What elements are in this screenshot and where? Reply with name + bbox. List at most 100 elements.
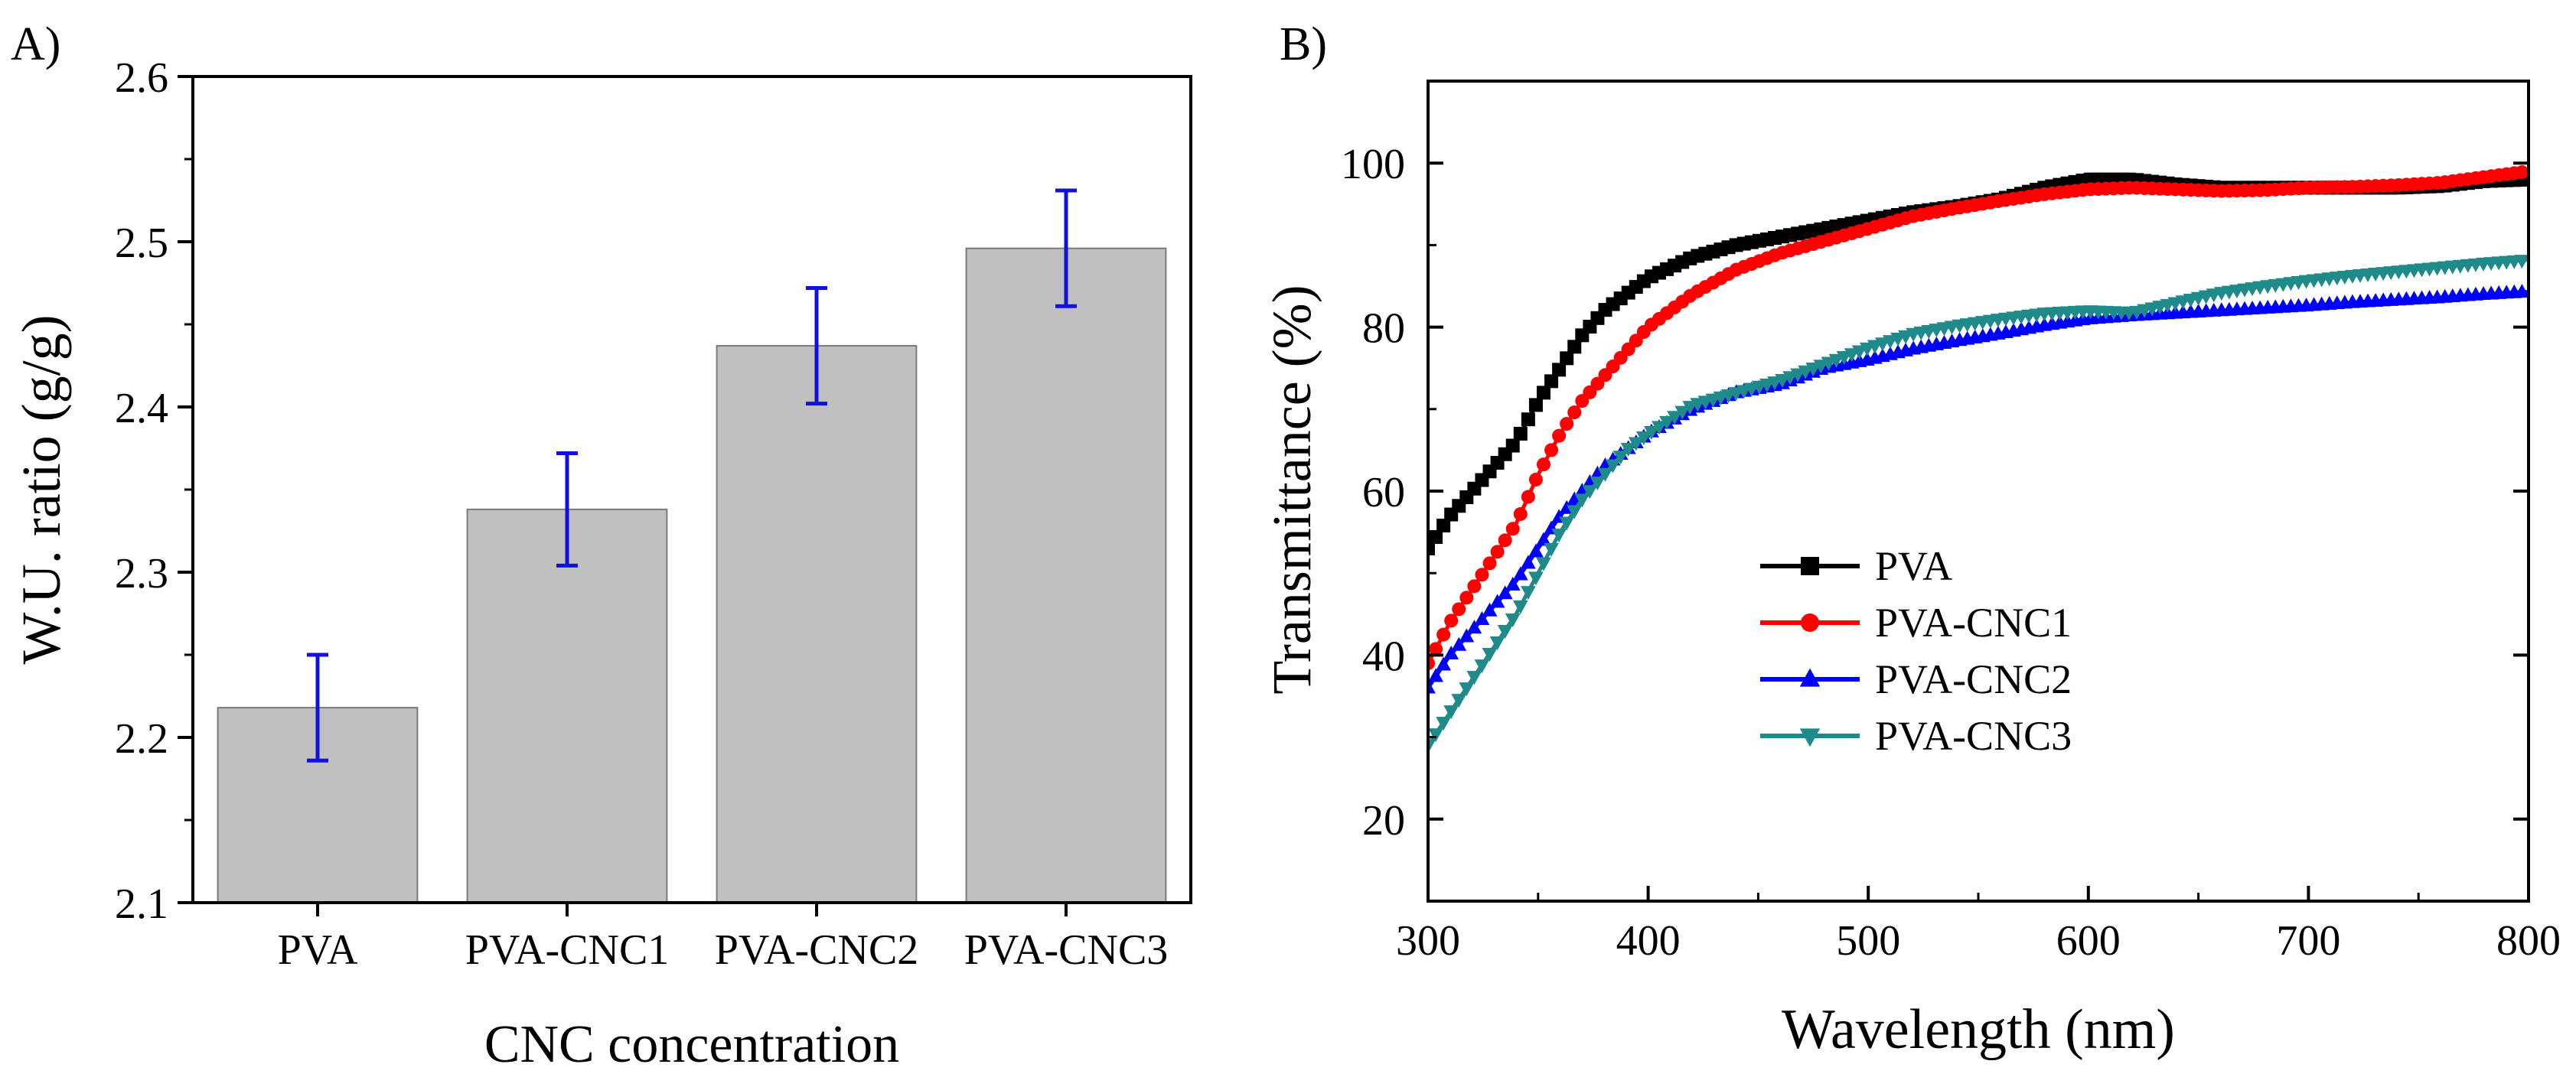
y-tick-label: 2.5 — [115, 220, 168, 267]
bar — [466, 508, 668, 903]
y-tick-label: 100 — [1341, 141, 1405, 188]
series-marker — [1474, 659, 1490, 674]
legend-label: PVA-CNC2 — [1875, 656, 2072, 702]
series-line — [1428, 169, 2529, 665]
legend-marker — [1799, 668, 1821, 687]
panel-b-label: B) — [1280, 18, 1327, 70]
series-marker — [2514, 284, 2529, 298]
series-marker — [1467, 579, 1482, 594]
series-marker — [1482, 648, 1498, 662]
y-tick-label: 20 — [1362, 797, 1405, 845]
panel-b-y-axis: 20 40 60 80 100 — [1341, 141, 2529, 845]
series-marker — [1428, 740, 1436, 754]
series-marker — [1466, 620, 1482, 634]
y-tick-label: 2.1 — [115, 880, 168, 928]
series-marker — [1436, 656, 1452, 671]
series-marker — [1597, 467, 1613, 482]
series-marker — [1567, 340, 1582, 354]
series-marker — [1429, 642, 1443, 656]
panel-b-legend: PVA PVA-CNC1 PVA-CNC2 PVA-CNC3 — [1760, 543, 2072, 759]
panel-a-y-axis-label: W.U. ratio (g/g) — [11, 314, 72, 664]
y-tick-label: 2.3 — [115, 550, 168, 597]
series-marker — [1505, 613, 1521, 628]
series-marker — [1559, 516, 1575, 531]
series-marker — [1544, 542, 1559, 557]
series-marker — [1505, 438, 1520, 453]
series-marker — [1428, 728, 1443, 743]
panel-a-bars — [217, 247, 1167, 903]
x-tick-label: PVA-CNC2 — [715, 926, 919, 974]
series-marker — [1644, 425, 1659, 440]
panel-a-error-bars — [307, 188, 1077, 763]
series-marker — [1612, 451, 1629, 465]
series-marker — [1498, 533, 1512, 548]
series-marker — [1582, 485, 1598, 500]
x-tick-label: 500 — [1836, 917, 1900, 965]
panel-a: A) 2.1 2.2 2.3 2.4 2.5 2.6 PVA PVA-CNC1 PVA-CNC… — [11, 18, 1192, 1074]
series-marker — [1428, 668, 1443, 682]
x-tick-label: PVA-CNC1 — [465, 926, 670, 974]
series-pva-cnc3 — [1428, 255, 2529, 754]
series-marker — [1567, 505, 1583, 519]
series-marker — [1490, 545, 1505, 559]
x-tick-label: PVA-CNC3 — [964, 926, 1169, 974]
series-marker — [1497, 625, 1513, 640]
panel-b-x-axis-label: Wavelength (nm) — [1782, 998, 2175, 1061]
series-marker — [1482, 556, 1497, 571]
series-marker — [1436, 519, 1451, 533]
x-tick-label: 400 — [1616, 917, 1681, 965]
series-marker — [1451, 636, 1467, 651]
x-tick-label: 600 — [2056, 917, 2121, 965]
series-marker — [1452, 602, 1466, 617]
series-marker — [1536, 557, 1551, 571]
panel-a-label: A) — [11, 18, 60, 70]
panel-a-x-axis: PVA PVA-CNC1 PVA-CNC2 PVA-CNC3 — [278, 903, 1169, 974]
series-marker — [1513, 426, 1528, 441]
series-marker — [1528, 543, 1544, 558]
series-marker — [1567, 405, 1582, 420]
series-pva-cnc1 — [1428, 165, 2529, 671]
series-marker — [1513, 507, 1528, 522]
series-marker — [1521, 490, 1535, 504]
series-marker — [1459, 682, 1475, 697]
legend-entry: PVA-CNC2 — [1760, 656, 2072, 702]
series-marker — [1512, 600, 1528, 614]
y-tick-label: 2.6 — [115, 54, 168, 102]
series-marker — [1628, 437, 1644, 451]
series-marker — [1436, 627, 1451, 642]
legend-entry: PVA-CNC1 — [1760, 600, 2072, 646]
y-tick-label: 80 — [1362, 305, 1405, 353]
series-marker — [1428, 656, 1435, 671]
series-marker — [1544, 443, 1559, 457]
series-marker — [1528, 472, 1543, 487]
series-marker — [1475, 568, 1489, 582]
series-marker — [1505, 522, 1520, 536]
legend-entry: PVA-CNC3 — [1760, 713, 2072, 759]
series-marker — [1505, 576, 1521, 591]
series-line — [1428, 177, 2529, 550]
series-marker — [1552, 363, 1567, 377]
series-marker — [1552, 428, 1567, 443]
series-marker — [1482, 602, 1498, 617]
x-tick-label: PVA — [278, 926, 358, 974]
series-marker — [1489, 636, 1505, 651]
series-marker — [1497, 585, 1513, 600]
panel-b-y-axis-label: Transmittance (%) — [1261, 285, 1322, 694]
series-marker — [1428, 542, 1435, 556]
series-marker — [2514, 255, 2529, 269]
x-tick-label: 700 — [2276, 917, 2340, 965]
series-marker — [1443, 645, 1459, 659]
series-marker — [1652, 421, 1667, 435]
series-marker — [1574, 493, 1590, 508]
series-marker — [1459, 628, 1475, 643]
series-marker — [1536, 532, 1551, 546]
panel-a-y-axis: 2.1 2.2 2.3 2.4 2.5 2.6 — [115, 54, 193, 928]
series-marker — [1436, 717, 1452, 731]
series-marker — [1474, 610, 1490, 625]
series-marker — [1590, 477, 1606, 491]
series-marker — [1674, 405, 1691, 420]
series-marker — [1520, 586, 1536, 600]
series-marker — [1659, 415, 1674, 430]
y-tick-label: 2.2 — [115, 715, 168, 763]
series-marker — [1667, 411, 1683, 425]
